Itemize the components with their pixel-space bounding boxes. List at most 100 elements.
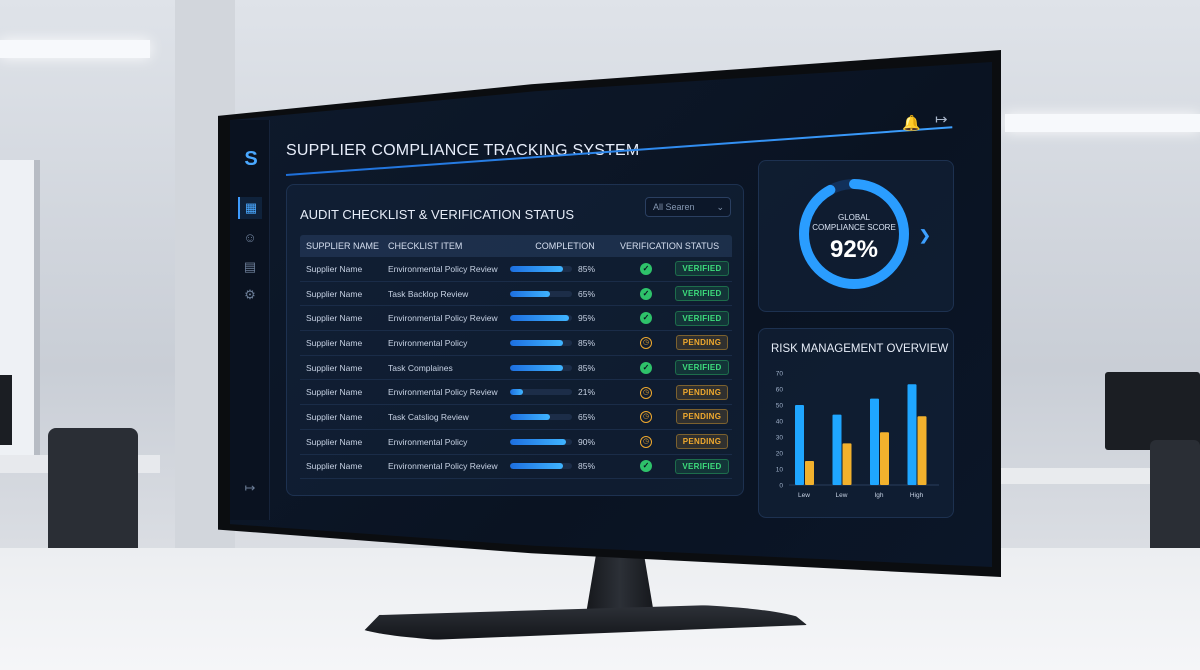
chart-bar[interactable] <box>880 432 889 485</box>
verification-cell: ✓ <box>620 312 672 325</box>
progress-bar <box>510 389 572 396</box>
check-circle-icon: ✓ <box>640 262 652 275</box>
status-badge: VERIFIED <box>675 458 729 474</box>
completion-percent: 85% <box>578 461 596 472</box>
progress-fill <box>510 364 563 371</box>
app-logo[interactable]: S <box>244 148 258 170</box>
chart-bar[interactable] <box>870 398 879 485</box>
score-label-line: COMPLIANCE SCORE <box>812 223 896 232</box>
supplier-name: Supplier Name <box>306 436 363 447</box>
y-tick-label: 0 <box>779 483 783 490</box>
compliance-score-panel: GLOBAL COMPLIANCE SCORE 92% ❯ <box>758 160 954 312</box>
progress-fill <box>510 315 569 322</box>
x-tick-label: Lew <box>798 492 810 499</box>
progress-bar <box>510 364 572 371</box>
y-tick-label: 50 <box>776 403 784 410</box>
table-body: Supplier Name Environmental Policy Review… <box>300 257 732 480</box>
chevron-down-icon: ⌄ <box>716 202 724 212</box>
users-icon[interactable]: ☺ <box>243 230 257 245</box>
settings-icon[interactable]: ⚙ <box>244 287 256 302</box>
chart-bar[interactable] <box>805 461 814 485</box>
x-tick-label: Igh <box>874 492 883 499</box>
checklist-item: Environmental Policy Review <box>388 461 498 472</box>
progress-fill <box>510 290 551 297</box>
table-row[interactable]: Supplier Name Task Complaines 85% ✓ VERIFIED <box>300 356 732 381</box>
score-gauge <box>799 179 909 289</box>
progress-bar <box>510 265 572 272</box>
check-circle-icon: ✓ <box>640 287 652 300</box>
progress-bar <box>510 438 572 445</box>
column-header[interactable]: COMPLETION <box>535 241 595 251</box>
verification-cell: ✓ <box>620 262 672 275</box>
status-cell: VERIFIED <box>672 261 732 277</box>
status-cell: PENDING <box>672 409 732 425</box>
search-dropdown[interactable]: All Searen ⌄ <box>645 197 731 217</box>
progress-bar <box>510 463 572 470</box>
table-row[interactable]: Supplier Name Task Backlop Review 65% ✓ VERI… <box>300 282 732 307</box>
status-badge: PENDING <box>675 335 729 351</box>
progress-fill <box>510 339 563 346</box>
table-row[interactable]: Supplier Name Environmental Policy Review… <box>300 306 732 332</box>
chart-bar[interactable] <box>832 414 842 485</box>
status-cell: PENDING <box>672 335 732 351</box>
status-badge: VERIFIED <box>675 286 729 302</box>
column-header[interactable]: SUPPLIER NAME <box>306 241 380 251</box>
completion-percent: 85% <box>578 263 596 274</box>
supplier-name: Supplier Name <box>306 263 363 274</box>
y-tick-label: 20 <box>776 451 784 458</box>
column-header[interactable]: STATUS <box>684 241 720 251</box>
verification-cell: ◷ <box>620 410 672 424</box>
completion-cell: 85% <box>510 264 620 274</box>
dashboard-screen: S ▦ ☺ ▤ ⚙ ↦ SUPPLIER COMPLIANCE TRACKING… <box>230 62 992 567</box>
dashboard-icon[interactable]: ▦ <box>238 197 262 219</box>
bell-icon[interactable]: 🔔 <box>902 115 921 132</box>
verification-cell: ✓ <box>620 460 672 473</box>
completion-cell: 21% <box>510 387 620 397</box>
background-monitor <box>1105 372 1200 450</box>
chart-bar[interactable] <box>917 416 927 485</box>
report-icon[interactable]: ▤ <box>243 259 257 274</box>
office-chair <box>1150 440 1200 565</box>
chevron-right-icon[interactable]: ❯ <box>919 227 931 243</box>
supplier-name: Supplier Name <box>306 362 363 373</box>
table-row[interactable]: Supplier Name Environmental Policy Review… <box>300 380 732 406</box>
completion-cell: 90% <box>510 437 620 447</box>
audit-panel-title: AUDIT CHECKLIST & VERIFICATION STATUS <box>300 207 575 222</box>
completion-cell: 85% <box>510 363 620 373</box>
x-tick-label: High <box>910 492 924 499</box>
logout-icon[interactable]: ↦ <box>935 111 948 128</box>
status-cell: VERIFIED <box>672 310 732 326</box>
verification-cell: ◷ <box>620 386 672 399</box>
audit-table: SUPPLIER NAME CHECKLIST ITEM COMPLETION … <box>300 235 732 480</box>
progress-fill <box>510 265 563 272</box>
y-tick-label: 60 <box>776 387 784 394</box>
table-row[interactable]: Supplier Name Environmental Policy Review… <box>300 455 732 480</box>
chart-bar[interactable] <box>795 405 804 485</box>
table-row[interactable]: Supplier Name Task Catsliog Review 65% ◷ PEN… <box>300 405 732 430</box>
status-cell: VERIFIED <box>672 360 732 376</box>
supplier-name: Supplier Name <box>306 337 363 348</box>
table-row[interactable]: Supplier Name Environmental Policy Review… <box>300 257 732 282</box>
y-tick-label: 10 <box>776 467 784 474</box>
status-badge: VERIFIED <box>675 261 729 277</box>
verification-cell: ◷ <box>620 435 672 449</box>
status-cell: PENDING <box>672 434 732 450</box>
completion-percent: 65% <box>578 411 596 422</box>
verification-cell: ◷ <box>620 336 672 350</box>
status-cell: VERIFIED <box>672 286 732 302</box>
check-circle-icon: ✓ <box>640 312 652 325</box>
status-badge: VERIFIED <box>675 310 729 326</box>
progress-fill <box>510 438 566 445</box>
logout-icon[interactable]: ↦ <box>244 480 256 495</box>
progress-bar <box>510 339 572 346</box>
column-header[interactable]: CHECKLIST ITEM <box>388 241 463 251</box>
column-header[interactable]: VERIFICATION <box>620 241 683 251</box>
chart-bar[interactable] <box>842 443 852 485</box>
chart-bar[interactable] <box>907 384 917 485</box>
table-row[interactable]: Supplier Name Environmental Policy 85% ◷ PEN… <box>300 331 732 356</box>
supplier-name: Supplier Name <box>306 461 363 472</box>
clock-icon: ◷ <box>640 337 652 350</box>
audit-checklist-panel: AUDIT CHECKLIST & VERIFICATION STATUS Al… <box>286 184 744 496</box>
table-header: SUPPLIER NAME CHECKLIST ITEM COMPLETION … <box>300 235 732 257</box>
table-row[interactable]: Supplier Name Environmental Policy 90% ◷ PEN… <box>300 430 732 455</box>
